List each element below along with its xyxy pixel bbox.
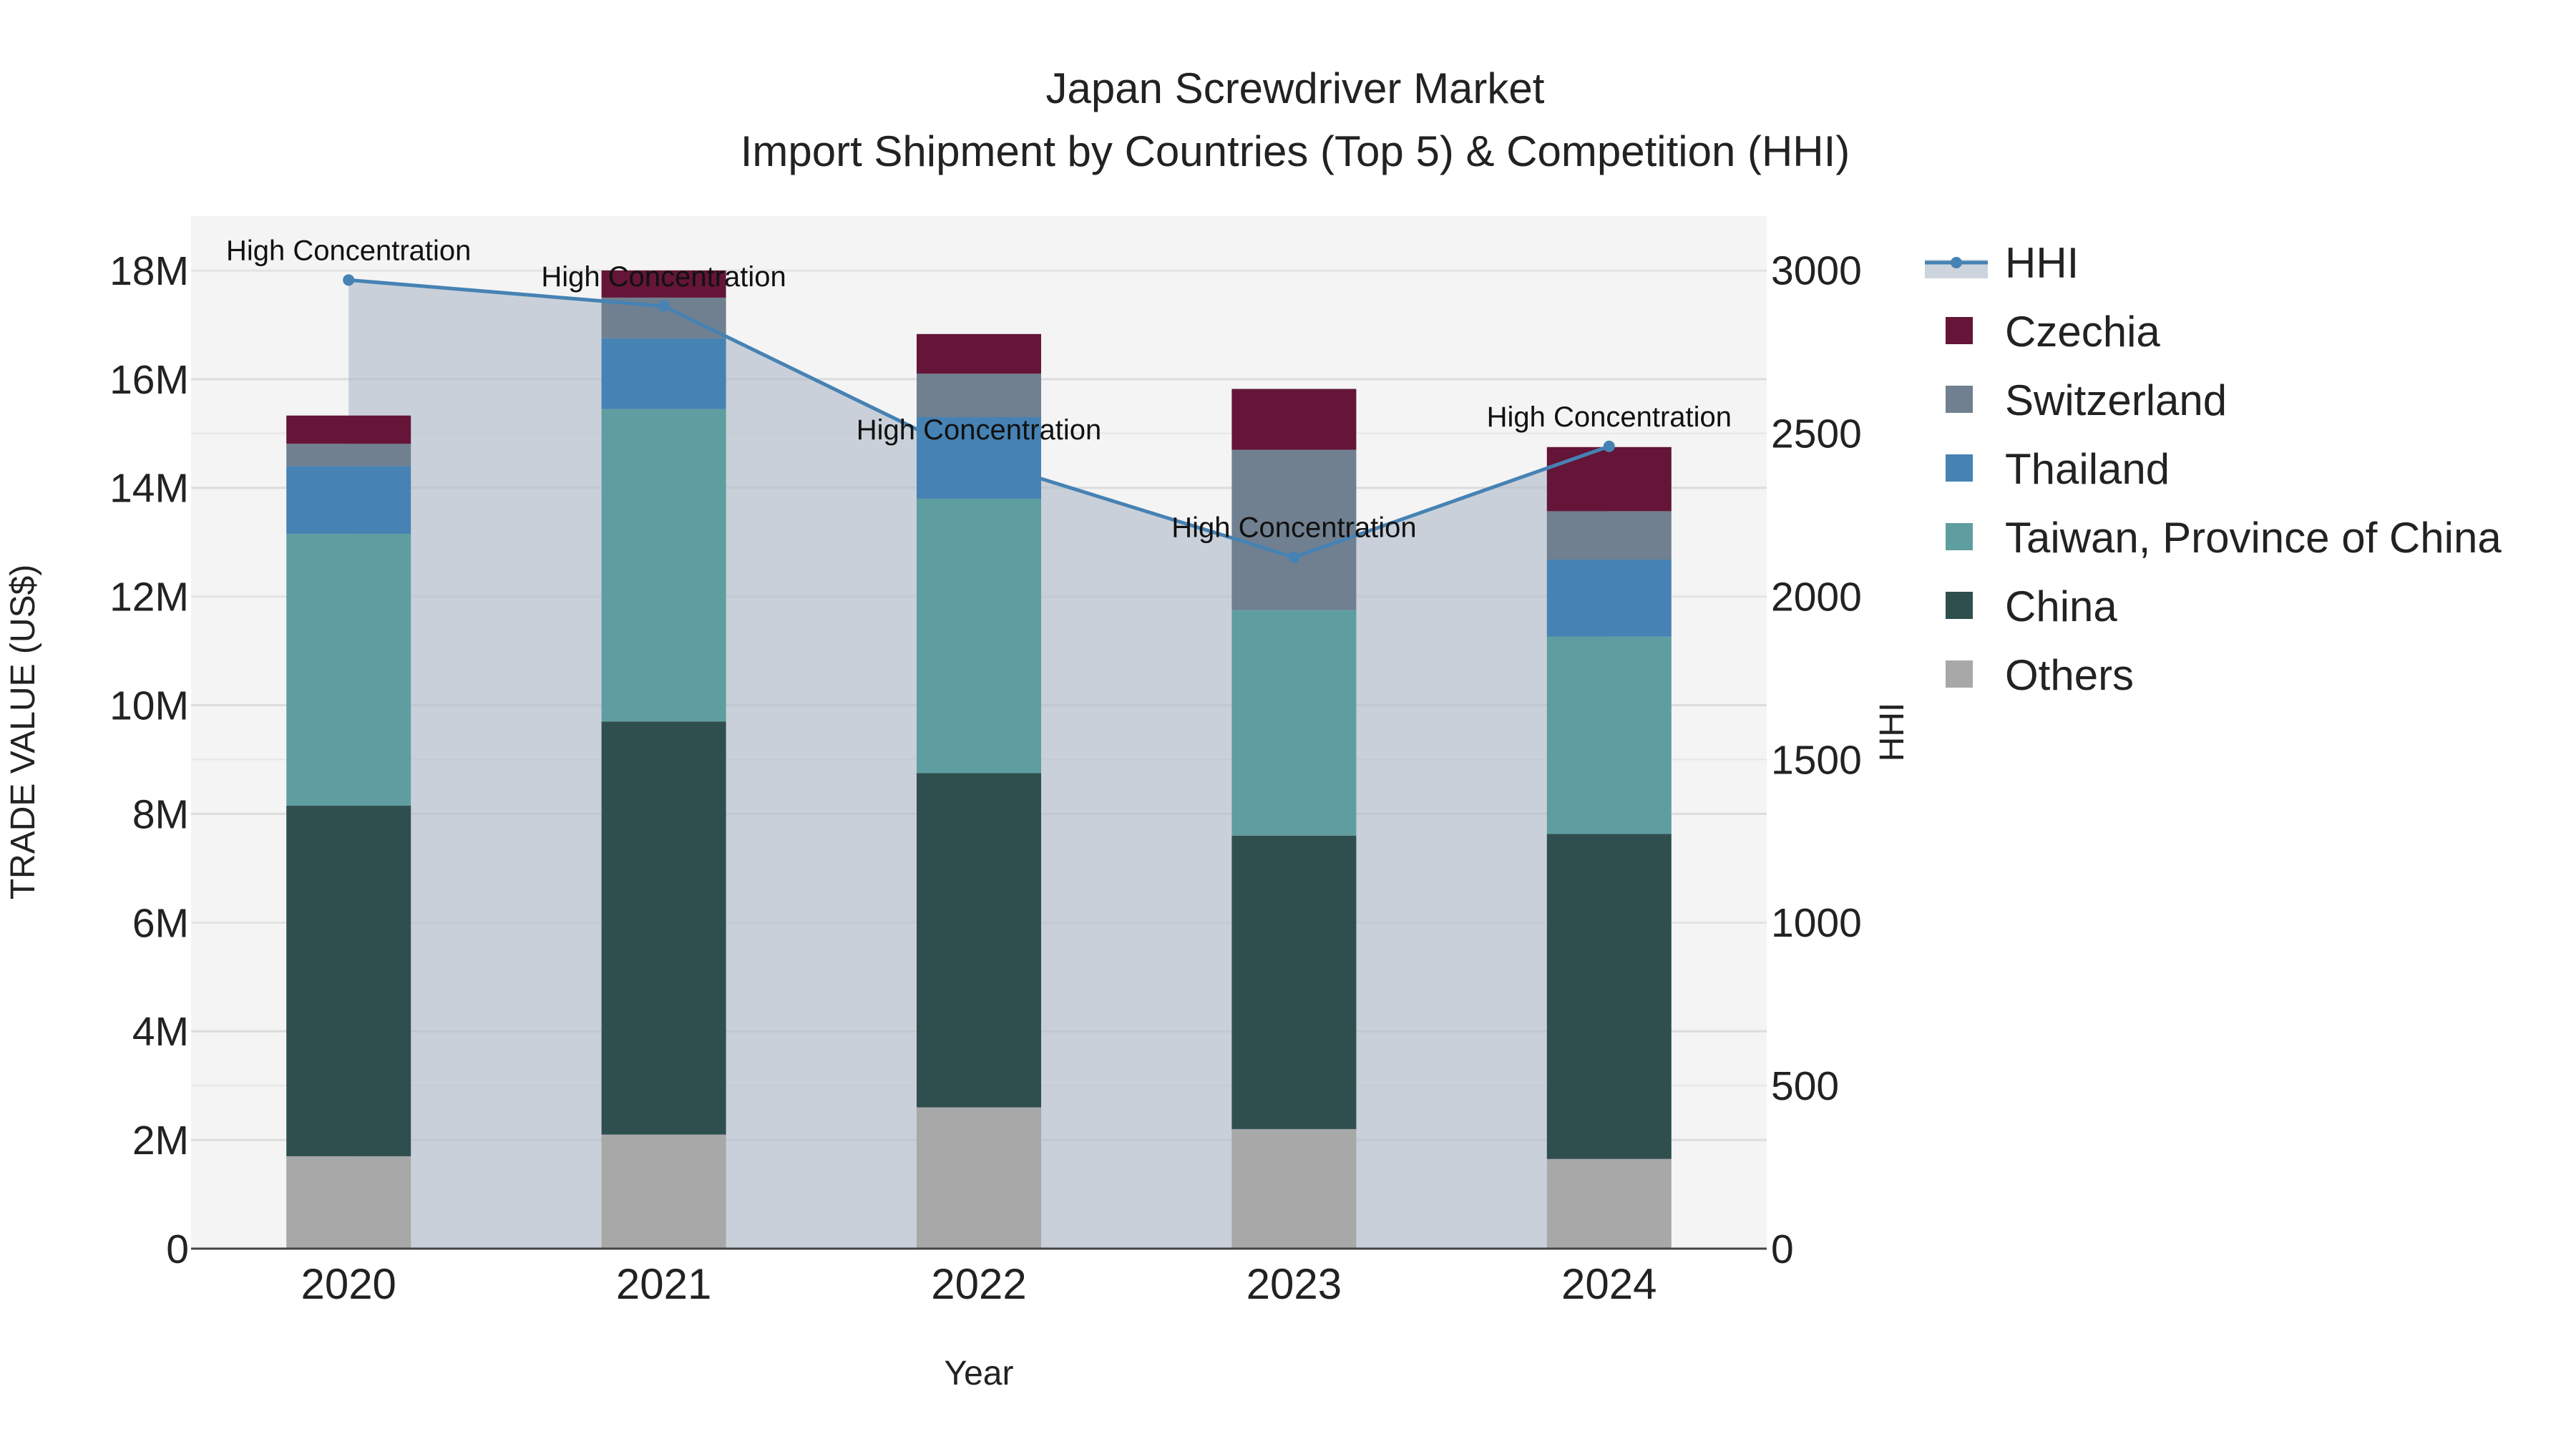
bar-china bbox=[1231, 835, 1357, 1129]
hhi-marker bbox=[1603, 440, 1615, 452]
legend-swatch-china bbox=[1946, 592, 1973, 619]
bar-thailand bbox=[1546, 559, 1672, 637]
bar-taiwan-province-of-china bbox=[917, 498, 1041, 774]
x-tick-label: 2024 bbox=[1561, 1260, 1657, 1308]
y-tick-label: 18M bbox=[109, 248, 189, 294]
x-tick-label: 2021 bbox=[616, 1260, 711, 1308]
y2-tick-label: 2000 bbox=[1771, 574, 1862, 620]
legend-label-china: China bbox=[2005, 582, 2117, 630]
y2-axis-label: HHI bbox=[1873, 703, 1911, 762]
y-axis-label: TRADE VALUE (US$) bbox=[4, 565, 42, 900]
hhi-annotation: High Concentration bbox=[857, 414, 1101, 446]
legend-label-thailand: Thailand bbox=[2005, 445, 2170, 493]
legend-label-czechia: Czechia bbox=[2005, 308, 2160, 356]
chart-subtitle: Import Shipment by Countries (Top 5) & C… bbox=[741, 127, 1850, 175]
bar-switzerland bbox=[286, 444, 411, 467]
bar-china bbox=[286, 806, 411, 1156]
legend-swatch-switzerland bbox=[1946, 386, 1973, 413]
hhi-marker bbox=[973, 454, 985, 466]
bar-taiwan-province-of-china bbox=[601, 409, 726, 722]
x-tick-label: 2023 bbox=[1246, 1260, 1342, 1308]
y-tick-label: 16M bbox=[109, 357, 189, 403]
y2-tick-label: 1500 bbox=[1771, 737, 1862, 783]
legend: HHI Czechia Switzerland Thailand Taiwan, Pro… bbox=[1925, 239, 2502, 699]
y-tick-label: 2M bbox=[132, 1118, 189, 1163]
bar-taiwan-province-of-china bbox=[1231, 610, 1357, 836]
x-axis-ticks: 2020 2021 2022 2023 2024 bbox=[301, 1260, 1657, 1308]
y2-tick-label: 3000 bbox=[1771, 248, 1862, 294]
bar-czechia bbox=[601, 270, 726, 298]
legend-label-switzerland: Switzerland bbox=[2005, 376, 2227, 424]
hhi-annotation: High Concentration bbox=[1487, 401, 1732, 433]
legend-label-hhi: HHI bbox=[2005, 239, 2079, 287]
legend-swatch-others bbox=[1946, 660, 1973, 688]
y-tick-label: 0 bbox=[166, 1226, 189, 1272]
bar-taiwan-province-of-china bbox=[286, 534, 411, 806]
y2-tick-label: 0 bbox=[1771, 1226, 1794, 1272]
bar-others bbox=[286, 1156, 411, 1249]
x-tick-label: 2022 bbox=[931, 1260, 1026, 1308]
bar-others bbox=[601, 1134, 726, 1249]
bar-others bbox=[917, 1107, 1041, 1249]
hhi-annotation: High Concentration bbox=[226, 235, 471, 266]
y-tick-label: 10M bbox=[109, 683, 189, 729]
legend-hhi-marker bbox=[1951, 257, 1962, 268]
bar-switzerland bbox=[1231, 449, 1357, 610]
bar-others bbox=[1231, 1128, 1357, 1249]
legend-label-others: Others bbox=[2005, 651, 2134, 699]
bar-china bbox=[601, 721, 726, 1135]
y-tick-label: 6M bbox=[132, 900, 189, 946]
hhi-marker bbox=[658, 300, 670, 312]
bar-switzerland bbox=[917, 374, 1041, 418]
legend-swatch-taiwan-province-of-china bbox=[1946, 523, 1973, 550]
bar-china bbox=[917, 773, 1041, 1108]
y-tick-label: 12M bbox=[109, 575, 189, 620]
y-tick-label: 8M bbox=[132, 791, 189, 837]
y2-tick-label: 2500 bbox=[1771, 411, 1862, 457]
bar-china bbox=[1546, 834, 1672, 1159]
legend-label-taiwan-province-of-china: Taiwan, Province of China bbox=[2005, 514, 2502, 562]
bars bbox=[286, 270, 1672, 1249]
hhi-annotations: High Concentration High Concentration High… bbox=[226, 235, 1732, 543]
x-tick-label: 2020 bbox=[301, 1260, 396, 1308]
bar-switzerland bbox=[1546, 511, 1672, 560]
bar-thailand bbox=[601, 338, 726, 409]
y-axis-ticks: 0 2M 4M 6M 8M 10M 12M 14M 16M 18M bbox=[109, 248, 189, 1272]
bar-czechia bbox=[1231, 389, 1357, 450]
legend-swatch-czechia bbox=[1946, 317, 1973, 344]
y2-tick-label: 500 bbox=[1771, 1063, 1839, 1109]
hhi-annotation: High Concentration bbox=[1171, 512, 1416, 544]
y-tick-label: 14M bbox=[109, 466, 189, 512]
y2-tick-label: 1000 bbox=[1771, 900, 1862, 946]
bar-czechia bbox=[286, 415, 411, 444]
bar-taiwan-province-of-china bbox=[1546, 636, 1672, 834]
chart-title: Japan Screwdriver Market bbox=[1046, 64, 1545, 112]
bar-czechia bbox=[917, 333, 1041, 374]
bar-others bbox=[1546, 1158, 1672, 1249]
bar-thailand bbox=[286, 466, 411, 535]
hhi-marker bbox=[1288, 551, 1300, 563]
hhi-line bbox=[343, 274, 1615, 563]
legend-swatch-thailand bbox=[1946, 454, 1973, 482]
y-tick-label: 4M bbox=[132, 1009, 189, 1055]
x-axis-label: Year bbox=[945, 1355, 1014, 1392]
hhi-annotation: High Concentration bbox=[541, 261, 786, 293]
hhi-marker bbox=[343, 274, 355, 286]
bar-czechia bbox=[1546, 447, 1672, 512]
y2-axis-ticks: 0 500 1000 1500 2000 2500 3000 bbox=[1771, 248, 1862, 1272]
